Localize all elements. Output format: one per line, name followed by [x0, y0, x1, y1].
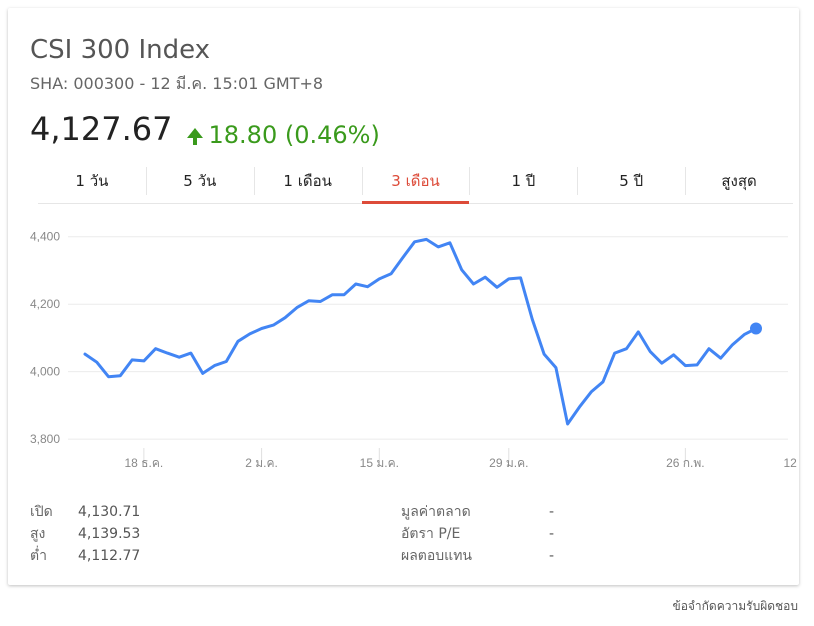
price-series-line [83, 237, 758, 426]
price-row: 4,127.67 18.80 (0.46%) [30, 110, 380, 149]
index-title: CSI 300 Index [30, 35, 211, 65]
current-price: 4,127.67 [30, 110, 173, 148]
x-tick-label: 29 ม.ค. [489, 456, 528, 470]
x-tick-label: 15 ม.ค. [360, 456, 399, 470]
range-tabs: 1 วัน 5 วัน 1 เดือน 3 เดือน 1 ปี 5 ปี สู… [38, 159, 793, 204]
stat-high: สูง 4,139.53 [30, 526, 141, 542]
stat-open: เปิด 4,130.71 [30, 504, 141, 520]
last-price-point[interactable] [750, 322, 762, 335]
tab-5-years[interactable]: 5 ปี [577, 159, 685, 203]
y-tick-label: 4,000 [30, 365, 60, 379]
y-tick-label: 4,400 [30, 230, 60, 244]
y-tick-label: 4,200 [30, 297, 60, 311]
tab-max[interactable]: สูงสุด [685, 159, 793, 203]
tab-1-day[interactable]: 1 วัน [75, 172, 109, 190]
tab-3-months[interactable]: 3 เดือน [361, 159, 470, 204]
y-tick-label: 3,800 [30, 432, 60, 446]
stat-pe-ratio: อัตรา P/E - [401, 526, 555, 542]
price-change: 18.80 (0.46%) [186, 121, 380, 149]
stats-right: มูลค่าตลาด - อัตรา P/E - ผลตอบแทน - [401, 501, 554, 567]
x-tick-label: 18 ธ.ค. [125, 456, 164, 470]
x-tick-label: 26 ก.พ. [666, 456, 705, 470]
stat-market-cap: มูลค่าตลาด - [401, 504, 555, 520]
tab-1-month[interactable]: 1 เดือน [253, 159, 362, 203]
stats-left: เปิด 4,130.71 สูง 4,139.53 ต่ำ 4,112.77 [30, 501, 140, 567]
tab-1-year[interactable]: 1 ปี [469, 159, 577, 203]
x-tick-label: 2 ม.ค. [245, 456, 278, 470]
price-change-value: 18.80 (0.46%) [208, 121, 380, 149]
index-subtitle: SHA: 000300 - 12 มี.ค. 15:01 GMT+8 [30, 74, 324, 93]
stat-dividend-yield: ผลตอบแทน - [401, 548, 555, 564]
stat-low: ต่ำ 4,112.77 [30, 548, 141, 564]
tab-5-days[interactable]: 5 วัน [145, 159, 254, 203]
stock-card: CSI 300 Index SHA: 000300 - 12 มี.ค. 15:… [8, 8, 799, 585]
disclaimer-link[interactable]: ข้อจำกัดความรับผิดชอบ [672, 599, 798, 613]
arrow-up-icon [186, 128, 203, 145]
x-tick-label: 12 มี.ค. [783, 456, 799, 470]
price-chart[interactable]: 3,800 4,000 4,200 4,400 18 ธ.ค. 2 ม.ค. 15 ม.ค.… [8, 8, 799, 488]
